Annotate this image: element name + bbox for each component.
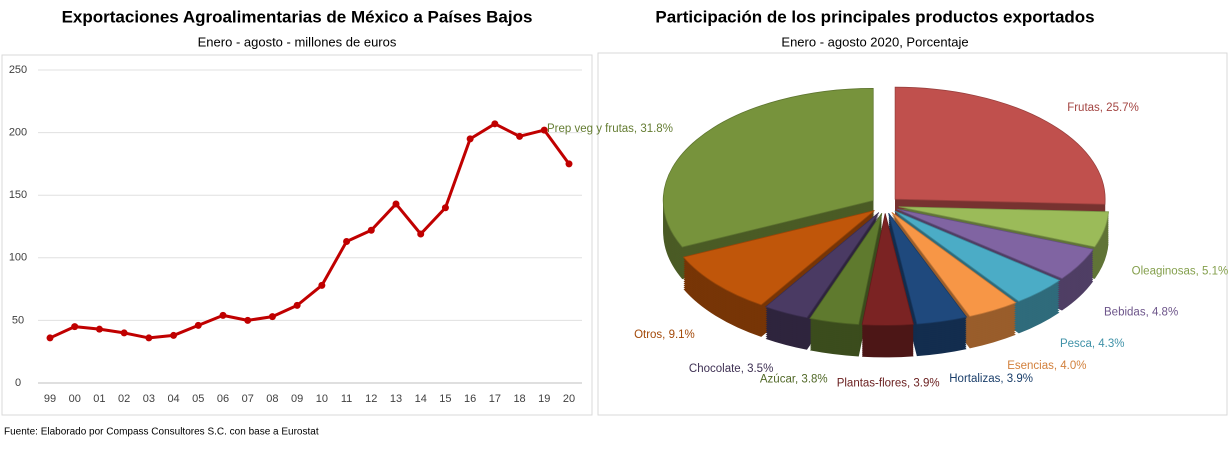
x-tick-label: 18 [513, 393, 525, 405]
x-tick-label: 17 [489, 393, 501, 405]
x-tick-label: 02 [118, 393, 130, 405]
data-point [441, 204, 449, 212]
pie-slice [764, 212, 880, 319]
y-tick-label: 250 [9, 64, 27, 76]
data-point [145, 334, 153, 342]
x-tick-label: 10 [316, 393, 328, 405]
data-point [95, 325, 103, 333]
pie-slice [891, 212, 1017, 317]
pie-slice [662, 88, 874, 248]
x-tick-label: 12 [365, 393, 377, 405]
x-tick-label: 09 [291, 393, 303, 405]
y-tick-label: 0 [15, 377, 21, 389]
data-point [565, 160, 573, 168]
data-point [268, 313, 276, 321]
data-point [46, 334, 54, 342]
chart-subtitle: Enero - agosto 2020, Porcentaje [781, 34, 968, 49]
data-label: Chocolate, 3.5% [689, 363, 773, 375]
source-note: Fuente: Elaborado por Compass Consultore… [4, 427, 319, 438]
y-tick-label: 200 [9, 127, 27, 139]
pie-slice [898, 206, 1109, 248]
data-label: Plantas-flores, 3.9% [837, 377, 940, 389]
data-point [491, 120, 499, 128]
data-point [120, 329, 128, 337]
data-point [516, 132, 524, 140]
x-tick-label: 14 [415, 393, 427, 405]
y-tick-label: 50 [12, 314, 24, 326]
data-point [244, 316, 252, 324]
x-tick-label: 00 [69, 393, 81, 405]
x-tick-label: 11 [341, 393, 352, 405]
chart-title: Exportaciones Agroalimentarias de México… [62, 7, 533, 26]
data-point [540, 126, 548, 134]
chart-subtitle: Enero - agosto - millones de euros [198, 34, 397, 49]
data-label: Frutas, 25.7% [1067, 102, 1139, 114]
x-tick-label: 03 [143, 393, 155, 405]
x-tick-label: 05 [192, 393, 204, 405]
pie-slice [809, 212, 883, 325]
data-point [170, 331, 178, 339]
pie-slice [861, 213, 914, 326]
data-line [49, 122, 571, 340]
data-point [71, 323, 79, 331]
x-tick-label: 16 [464, 393, 476, 405]
data-point [293, 301, 301, 309]
pie-slice [897, 208, 1094, 280]
data-label: Esencias, 4.0% [1007, 360, 1086, 372]
x-tick-label: 13 [390, 393, 402, 405]
data-point [194, 321, 202, 329]
y-tick-label: 100 [9, 252, 27, 264]
x-tick-label: 15 [439, 393, 451, 405]
data-point [392, 200, 400, 208]
data-label: Pesca, 4.3% [1060, 338, 1125, 350]
x-tick-label: 08 [266, 393, 278, 405]
data-point [367, 226, 375, 234]
data-label: Prep veg y frutas, 31.8% [547, 123, 673, 135]
data-label: Hortalizas, 3.9% [949, 373, 1033, 385]
pie-slice [894, 86, 1106, 205]
data-label: Bebidas, 4.8% [1104, 306, 1178, 318]
chart-title: Participación de los principales product… [655, 7, 1094, 26]
x-tick-label: 04 [167, 393, 179, 405]
pie-slice [894, 210, 1061, 302]
panel-border [597, 52, 1228, 416]
data-point [219, 311, 227, 319]
y-tick-label: 150 [9, 189, 27, 201]
data-label: Oleaginosas, 5.1% [1132, 266, 1229, 278]
x-tick-label: 99 [44, 393, 56, 405]
data-label: Azúcar, 3.8% [760, 374, 828, 386]
x-tick-label: 20 [563, 393, 575, 405]
x-tick-label: 01 [93, 393, 105, 405]
data-point [318, 281, 326, 289]
pie-slice [682, 210, 875, 306]
data-point [417, 230, 425, 238]
x-tick-label: 06 [217, 393, 229, 405]
panel-border [1, 54, 593, 416]
x-tick-label: 07 [242, 393, 254, 405]
data-point [466, 135, 474, 143]
data-label: Otros, 9.1% [634, 329, 695, 341]
data-point [343, 238, 351, 246]
pie-slice [888, 212, 968, 325]
x-tick-label: 19 [538, 393, 550, 405]
